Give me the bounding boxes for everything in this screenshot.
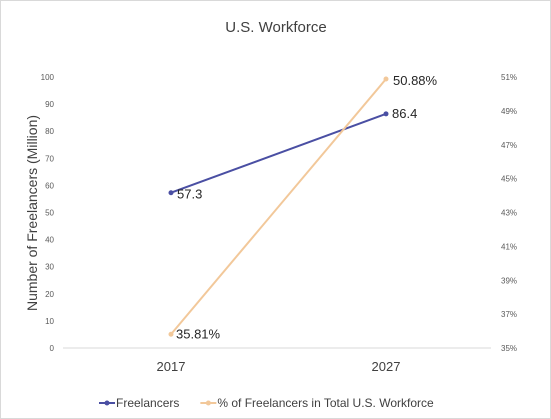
- left-tick-label: 90: [45, 100, 54, 109]
- right-tick-label: 35%: [501, 344, 517, 353]
- left-tick-label: 20: [45, 290, 54, 299]
- left-tick-label: 50: [45, 209, 54, 218]
- left-tick-label: 70: [45, 154, 54, 163]
- series-2-line: [170, 78, 387, 335]
- series-layer: 57.3 86.4 35.81% 50.88%: [168, 73, 438, 341]
- right-tick-label: 41%: [501, 242, 517, 251]
- left-tick-label: 40: [45, 236, 54, 245]
- left-tick-label: 10: [45, 317, 54, 326]
- chart-title: U.S. Workforce: [225, 19, 326, 36]
- series-1-data-label: 86.4: [392, 106, 417, 121]
- series-2-data-label: 35.81%: [176, 326, 221, 341]
- category-labels: 2017 2027: [157, 359, 401, 374]
- right-tick-label: 43%: [501, 209, 517, 218]
- series-1-data-label: 57.3: [177, 187, 202, 202]
- left-tick-label: 60: [45, 181, 54, 190]
- series-1-line: [170, 112, 387, 194]
- category-label: 2027: [372, 359, 401, 374]
- right-tick-label: 47%: [501, 141, 517, 150]
- left-tick-label: 80: [45, 127, 54, 136]
- left-tick-label: 30: [45, 263, 54, 272]
- right-axis-ticks: 35% 37% 39% 41% 43% 45% 47% 49% 51%: [501, 73, 517, 353]
- right-tick-label: 49%: [501, 107, 517, 116]
- left-tick-label: 100: [41, 73, 55, 82]
- right-tick-label: 51%: [501, 73, 517, 82]
- series-1-point: [168, 190, 174, 196]
- left-axis-ticks: 0 10 20 30 40 50 60 70 80 90 100: [41, 73, 55, 353]
- legend-item-2-label: % of Freelancers in Total U.S. Workforce: [217, 396, 434, 410]
- left-tick-label: 0: [50, 344, 55, 353]
- series-2-point: [383, 76, 389, 82]
- series-2-data-label: 50.88%: [393, 73, 438, 88]
- legend-item-1-marker: [104, 400, 110, 406]
- right-tick-label: 37%: [501, 310, 517, 319]
- legend-item-1: Freelancers: [99, 396, 179, 410]
- right-tick-label: 39%: [501, 276, 517, 285]
- right-tick-label: 45%: [501, 175, 517, 184]
- legend-item-1-label: Freelancers: [116, 396, 179, 410]
- legend-item-2-marker: [205, 400, 211, 406]
- category-label: 2017: [157, 359, 186, 374]
- legend-item-2: % of Freelancers in Total U.S. Workforce: [200, 396, 434, 410]
- series-1-point: [383, 111, 389, 117]
- y-axis-label: Number of Freelancers (Million): [24, 115, 40, 311]
- legend: Freelancers % of Freelancers in Total U.S…: [99, 396, 434, 410]
- series-2-point: [168, 331, 174, 337]
